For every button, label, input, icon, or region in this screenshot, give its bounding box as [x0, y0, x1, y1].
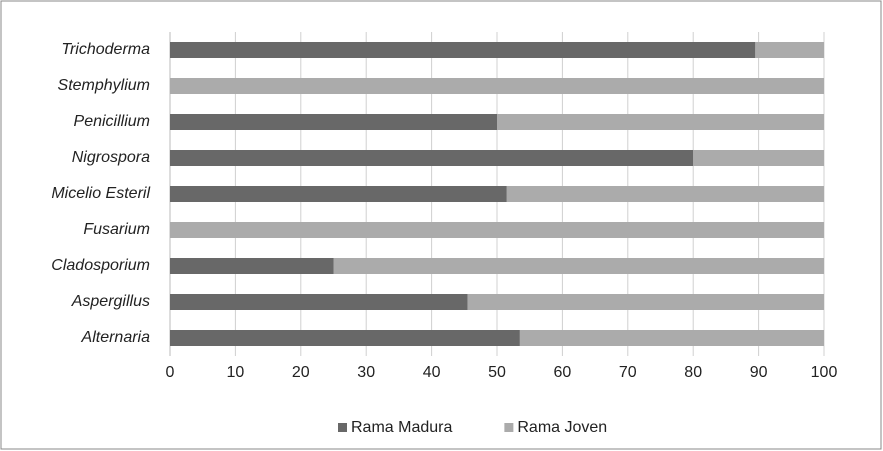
x-tick-label: 70	[619, 364, 637, 381]
y-tick-label: Alternaria	[81, 329, 151, 346]
bar-segment	[333, 258, 824, 274]
y-tick-label: Stemphylium	[58, 77, 150, 94]
x-tick-label: 50	[488, 364, 506, 381]
bar-segment	[170, 186, 507, 202]
bar-segment	[170, 42, 756, 58]
legend-label: Rama Madura	[351, 419, 452, 436]
x-tick-label: 40	[423, 364, 441, 381]
y-tick-label: Trichoderma	[61, 41, 150, 58]
legend-swatch	[504, 423, 514, 432]
bar-segment	[170, 222, 824, 238]
bar-segment	[170, 150, 694, 166]
bar-segment	[693, 150, 824, 166]
y-tick-label: Aspergillus	[71, 293, 150, 310]
x-tick-label: 30	[357, 364, 375, 381]
x-tick-label: 0	[166, 364, 175, 381]
x-tick-label: 90	[750, 364, 768, 381]
bar-segment	[170, 258, 334, 274]
y-tick-label: Cladosporium	[51, 257, 150, 274]
x-tick-label: 60	[554, 364, 572, 381]
y-tick-label: Nigrospora	[72, 149, 150, 166]
y-tick-label: Penicillium	[74, 113, 150, 130]
bar-segment	[467, 294, 824, 310]
bar-segment	[170, 294, 468, 310]
bar-segment	[170, 78, 824, 94]
x-tick-label: 10	[227, 364, 245, 381]
bar-segment	[170, 114, 497, 130]
x-tick-label: 100	[811, 364, 838, 381]
legend-label: Rama Joven	[517, 419, 607, 436]
y-tick-label: Fusarium	[83, 221, 150, 238]
legend-swatch	[338, 423, 347, 432]
bar-segment	[170, 330, 520, 346]
bar-segment	[519, 330, 824, 346]
bar-segment	[755, 42, 824, 58]
bar-segment	[497, 114, 824, 130]
y-tick-label: Micelio Esteril	[51, 185, 150, 202]
x-tick-label: 80	[684, 364, 702, 381]
x-tick-label: 20	[292, 364, 310, 381]
bar-segment	[506, 186, 824, 202]
